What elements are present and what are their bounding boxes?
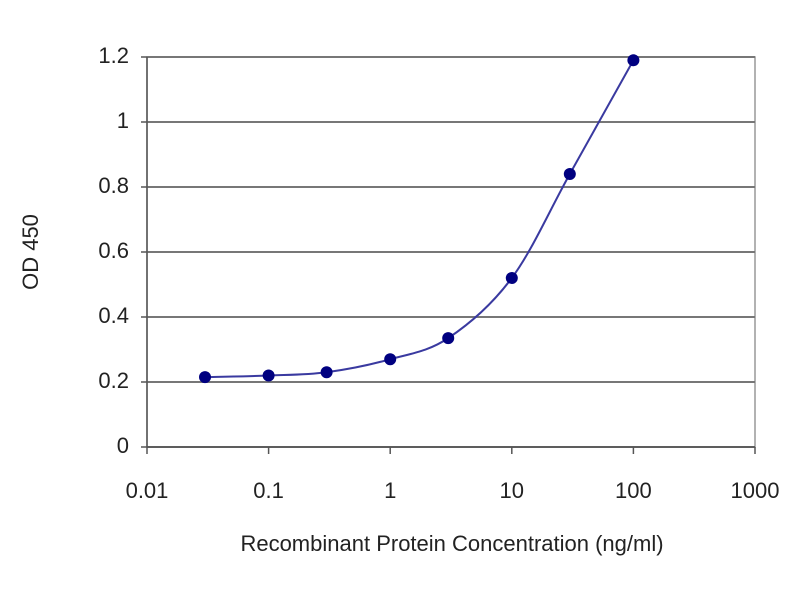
data-point [563,168,576,180]
data-point [199,371,212,384]
x-tick-label: 1 [384,478,396,503]
y-tick-label: 1.2 [98,43,129,68]
x-axis-label: Recombinant Protein Concentration (ng/ml… [240,531,663,556]
y-tick-label: 1 [117,108,129,133]
x-tick-label: 0.01 [126,478,169,503]
data-point [262,369,275,382]
y-tick-label: 0.2 [98,368,129,393]
y-tick-label: 0.8 [98,173,129,198]
y-axis-label: OD 450 [18,214,43,290]
fit-curve [204,59,635,379]
x-tick-label: 0.1 [253,478,284,503]
y-tick-label: 0 [117,433,129,458]
x-tick-label: 10 [500,478,524,503]
data-point [627,54,640,67]
data-point [442,332,455,345]
data-point [320,366,333,379]
y-tick-label: 0.6 [98,238,129,263]
data-point [505,272,518,284]
x-tick-label: 1000 [731,478,780,503]
y-tick-label: 0.4 [98,303,129,328]
data-point [384,353,397,366]
x-tick-label: 100 [615,478,652,503]
